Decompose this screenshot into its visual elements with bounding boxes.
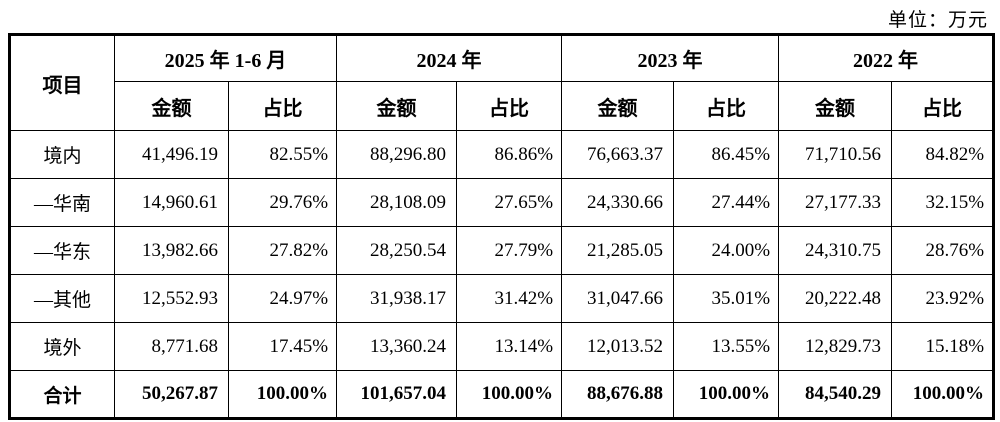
cell-amount: 8,771.68 (114, 322, 229, 371)
cell-amount: 21,285.05 (561, 226, 675, 275)
cell-amount: 28,108.09 (336, 178, 458, 227)
subheader-ratio: 占比 (227, 81, 338, 131)
cell-amount: 41,496.19 (114, 130, 229, 179)
cell-ratio: 100.00% (227, 370, 338, 419)
cell-ratio: 13.14% (456, 322, 563, 371)
subheader-amount: 金额 (561, 81, 675, 131)
row-label: —华东 (9, 226, 115, 275)
cell-amount: 28,250.54 (336, 226, 458, 275)
corner-header: 项目 (9, 34, 115, 131)
cell-ratio: 27.65% (456, 178, 563, 227)
cell-amount: 13,982.66 (114, 226, 229, 275)
table-row-overseas: 境外 8,771.68 17.45% 13,360.24 13.14% 12,0… (9, 322, 995, 371)
row-label: 合计 (9, 370, 115, 419)
cell-amount: 31,938.17 (336, 274, 458, 323)
cell-amount: 14,960.61 (114, 178, 229, 227)
cell-ratio: 86.45% (673, 130, 780, 179)
cell-amount: 31,047.66 (561, 274, 675, 323)
table-row-east-china: —华东 13,982.66 27.82% 28,250.54 27.79% 21… (9, 226, 995, 275)
cell-ratio: 29.76% (227, 178, 338, 227)
cell-ratio: 24.97% (227, 274, 338, 323)
cell-amount: 12,552.93 (114, 274, 229, 323)
cell-ratio: 32.15% (891, 178, 995, 227)
cell-amount: 84,540.29 (778, 370, 893, 419)
cell-ratio: 100.00% (673, 370, 780, 419)
cell-amount: 101,657.04 (336, 370, 458, 419)
cell-amount: 24,330.66 (561, 178, 675, 227)
column-group-2023: 2023 年 (561, 34, 780, 82)
table-row-other: —其他 12,552.93 24.97% 31,938.17 31.42% 31… (9, 274, 995, 323)
cell-ratio: 84.82% (891, 130, 995, 179)
cell-amount: 76,663.37 (561, 130, 675, 179)
cell-ratio: 100.00% (891, 370, 995, 419)
subheader-ratio: 占比 (456, 81, 563, 131)
table-row-south-china: —华南 14,960.61 29.76% 28,108.09 27.65% 24… (9, 178, 995, 227)
cell-amount: 12,829.73 (778, 322, 893, 371)
cell-ratio: 100.00% (456, 370, 563, 419)
subheader-amount: 金额 (778, 81, 893, 131)
column-group-2024: 2024 年 (336, 34, 563, 82)
cell-ratio: 27.82% (227, 226, 338, 275)
subheader-amount: 金额 (114, 81, 229, 131)
column-group-2022: 2022 年 (778, 34, 995, 82)
column-group-2025: 2025 年 1-6 月 (113, 34, 338, 82)
cell-amount: 88,676.88 (561, 370, 675, 419)
cell-ratio: 35.01% (673, 274, 780, 323)
cell-ratio: 82.55% (227, 130, 338, 179)
cell-amount: 13,360.24 (336, 322, 458, 371)
cell-amount: 71,710.56 (778, 130, 893, 179)
cell-ratio: 31.42% (456, 274, 563, 323)
cell-ratio: 13.55% (673, 322, 780, 371)
table-row-total: 合计 50,267.87 100.00% 101,657.04 100.00% … (9, 370, 995, 419)
row-label: —华南 (9, 178, 115, 227)
table-row-domestic: 境内 41,496.19 82.55% 88,296.80 86.86% 76,… (9, 130, 995, 179)
cell-amount: 24,310.75 (778, 226, 893, 275)
regional-revenue-table: 项目 2025 年 1-6 月 2024 年 2023 年 2022 年 金额 … (8, 33, 996, 420)
cell-amount: 20,222.48 (778, 274, 893, 323)
subheader-amount: 金额 (336, 81, 458, 131)
cell-ratio: 86.86% (456, 130, 563, 179)
cell-ratio: 27.44% (673, 178, 780, 227)
subheader-ratio: 占比 (673, 81, 780, 131)
cell-amount: 88,296.80 (336, 130, 458, 179)
cell-ratio: 23.92% (891, 274, 995, 323)
subheader-ratio: 占比 (891, 81, 995, 131)
cell-ratio: 15.18% (891, 322, 995, 371)
cell-ratio: 28.76% (891, 226, 995, 275)
cell-amount: 12,013.52 (561, 322, 675, 371)
cell-ratio: 24.00% (673, 226, 780, 275)
cell-amount: 27,177.33 (778, 178, 893, 227)
cell-ratio: 27.79% (456, 226, 563, 275)
cell-amount: 50,267.87 (114, 370, 229, 419)
cell-ratio: 17.45% (227, 322, 338, 371)
row-label: —其他 (9, 274, 115, 323)
unit-label: 单位：万元 (887, 10, 988, 31)
row-label: 境内 (9, 130, 115, 179)
row-label: 境外 (9, 322, 115, 371)
